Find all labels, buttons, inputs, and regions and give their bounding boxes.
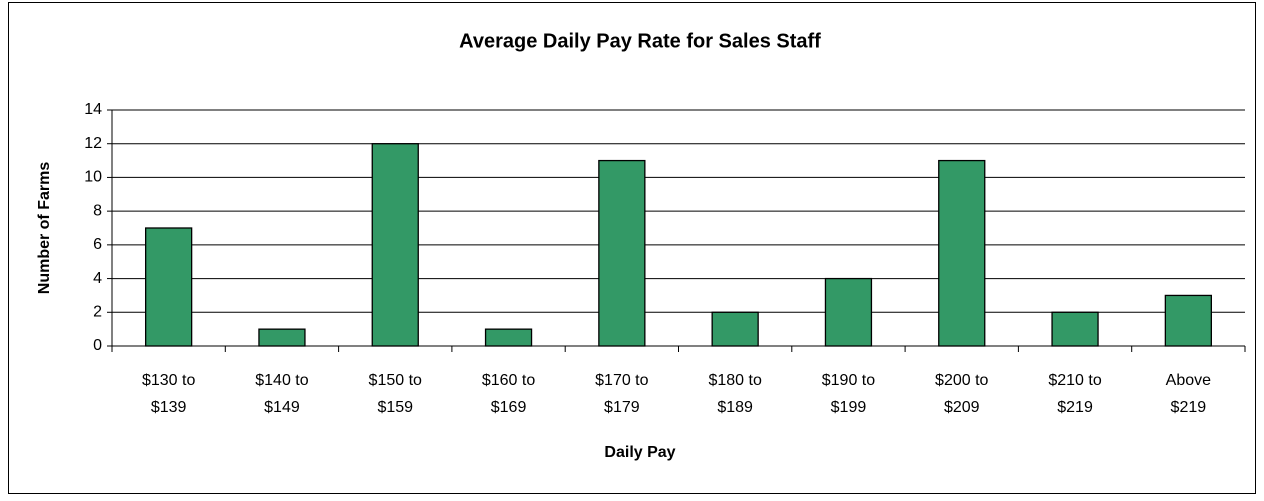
bar (711, 311, 759, 347)
x-tick-label: $150 to (369, 372, 422, 389)
y-axis-label: Number of Farms (36, 162, 53, 295)
x-tick-label: $209 (944, 399, 980, 416)
bar (258, 328, 306, 347)
y-tick-label: 4 (93, 270, 102, 287)
y-tick-label: 0 (93, 337, 102, 354)
y-tick-label: 6 (93, 236, 102, 253)
x-tick-label: $210 to (1048, 372, 1101, 389)
x-tick-label: $200 to (935, 372, 988, 389)
bar (598, 159, 646, 347)
x-tick-label: $180 to (708, 372, 761, 389)
x-tick-label: $160 to (482, 372, 535, 389)
bar (938, 159, 986, 347)
x-tick-label: $170 to (595, 372, 648, 389)
x-tick-label: $199 (831, 399, 867, 416)
x-tick-label: $169 (491, 399, 527, 416)
bar (1051, 311, 1099, 347)
y-tick-label: 10 (84, 169, 102, 186)
x-tick-label: $130 to (142, 372, 195, 389)
x-tick-label: $219 (1057, 399, 1093, 416)
x-tick-label: $190 to (822, 372, 875, 389)
x-tick-label: $179 (604, 399, 640, 416)
x-tick-label: Above (1166, 372, 1211, 389)
bar (371, 143, 419, 347)
x-tick-label: $140 to (255, 372, 308, 389)
bar (1164, 294, 1212, 347)
y-tick-label: 14 (84, 101, 102, 118)
chart-title: Average Daily Pay Rate for Sales Staff (459, 30, 821, 52)
y-tick-label: 8 (93, 202, 102, 219)
bar (824, 277, 873, 347)
x-tick-label: $189 (717, 399, 753, 416)
y-tick-label: 2 (93, 304, 102, 321)
bar (144, 227, 193, 347)
x-tick-label: $219 (1171, 399, 1207, 416)
bar (484, 328, 533, 347)
x-tick-label: $149 (264, 399, 300, 416)
x-axis-label: Daily Pay (604, 444, 675, 461)
x-tick-label: $159 (377, 399, 413, 416)
x-tick-label: $139 (151, 399, 187, 416)
y-tick-label: 12 (84, 135, 102, 152)
